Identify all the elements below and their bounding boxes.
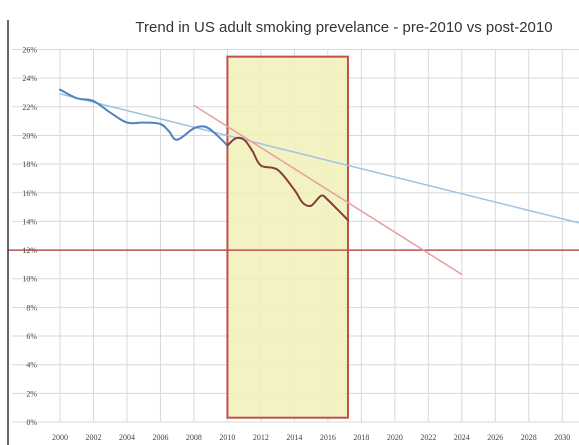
- post-2010-series-line: [226, 136, 349, 221]
- highlight-box: [226, 55, 349, 419]
- y-tick-label: 18%: [22, 160, 37, 169]
- y-tick-label: 24%: [22, 74, 37, 83]
- x-tick-label: 2018: [353, 433, 369, 442]
- post-2010-trend-line: [193, 104, 463, 276]
- highlight-region: [226, 55, 349, 419]
- x-tick-label: 2020: [387, 433, 403, 442]
- series-group: [59, 88, 579, 276]
- x-tick-label: 2006: [152, 433, 168, 442]
- chart-title: Trend in US adult smoking prevelance - p…: [135, 19, 552, 36]
- x-tick-label: 2002: [85, 433, 101, 442]
- x-tick-label: 2008: [186, 433, 202, 442]
- y-tick-label: 16%: [22, 189, 37, 198]
- y-tick-label: 22%: [22, 103, 37, 112]
- y-tick-label: 10%: [22, 275, 37, 284]
- pre-2010-series-line: [59, 88, 229, 147]
- x-tick-label: 2000: [52, 433, 68, 442]
- x-tick-label: 2028: [521, 433, 537, 442]
- x-tick-label: 2010: [219, 433, 235, 442]
- y-tick-label: 2%: [26, 389, 37, 398]
- pre-2010-trend-line: [59, 93, 579, 224]
- y-tick-label: 8%: [26, 303, 37, 312]
- x-axis-ticks: 2000 2002 2004 2006 2008 2010 2012 2014 2016 2018…: [52, 433, 570, 442]
- y-tick-label: 20%: [22, 131, 37, 140]
- y-tick-label: 6%: [26, 332, 37, 341]
- x-tick-label: 2012: [253, 433, 269, 442]
- y-tick-label: 26%: [22, 46, 37, 55]
- y-axis-ticks: 0% 2% 4% 6% 8% 10% 12% 14% 16% 18% 20% 22% 24% 26%: [22, 46, 37, 428]
- x-tick-label: 2026: [487, 433, 503, 442]
- y-tick-label: 0%: [26, 418, 37, 427]
- y-tick-label: 4%: [26, 361, 37, 370]
- x-tick-label: 2016: [320, 433, 336, 442]
- x-tick-label: 2014: [286, 433, 302, 442]
- x-tick-label: 2030: [554, 433, 570, 442]
- x-tick-label: 2022: [420, 433, 436, 442]
- x-tick-label: 2004: [119, 433, 135, 442]
- y-tick-label: 14%: [22, 217, 37, 226]
- y-tick-label: 12%: [22, 246, 37, 255]
- x-tick-label: 2024: [454, 433, 470, 442]
